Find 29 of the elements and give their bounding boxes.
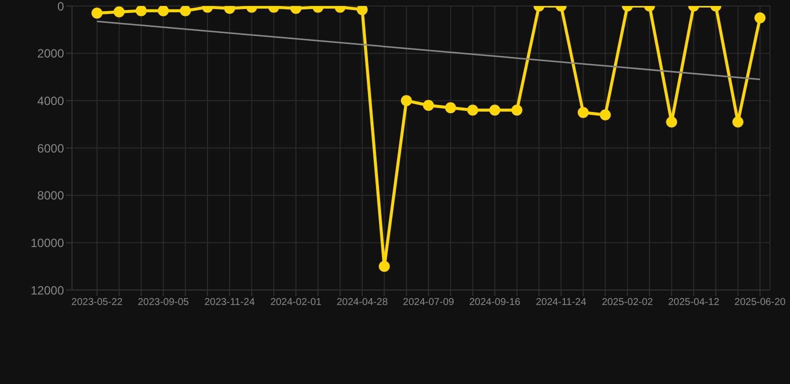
y-tick-label: 12000: [30, 283, 64, 298]
point: [489, 104, 500, 116]
x-tick-label: 2024-09-16: [469, 297, 521, 308]
x-tick-label: 2025-02-02: [602, 297, 654, 308]
point: [445, 102, 456, 114]
point: [356, 6, 368, 16]
x-tick-label: 2024-11-24: [536, 297, 587, 308]
y-tick-label: 10000: [30, 236, 64, 250]
y-tick-label: 2000: [37, 46, 64, 61]
y-tick-label: 8000: [37, 188, 64, 203]
y-tick-label: 0: [57, 0, 64, 14]
x-tick-label: 2023-09-05: [138, 297, 190, 308]
y-tick-label: 4000: [37, 94, 64, 108]
x-tick-label: 2024-07-09: [402, 297, 455, 308]
x-tick-label: 2024-04-28: [336, 297, 388, 308]
y-tick-label: 6000: [37, 141, 64, 156]
point: [732, 116, 744, 128]
point: [467, 104, 478, 116]
x-tick-label: 2025-06-20: [734, 297, 786, 308]
x-tick-label: 2024-02-01: [270, 297, 322, 308]
point: [511, 104, 522, 116]
point: [423, 100, 434, 111]
point: [400, 95, 412, 106]
point: [578, 107, 589, 118]
x-tick-label: 2023-11-24: [204, 297, 256, 308]
x-tick-label: 2023-05-22: [71, 297, 124, 308]
x-tick-label: 2025-04-12: [668, 297, 720, 308]
point: [666, 116, 678, 128]
point: [600, 109, 611, 120]
